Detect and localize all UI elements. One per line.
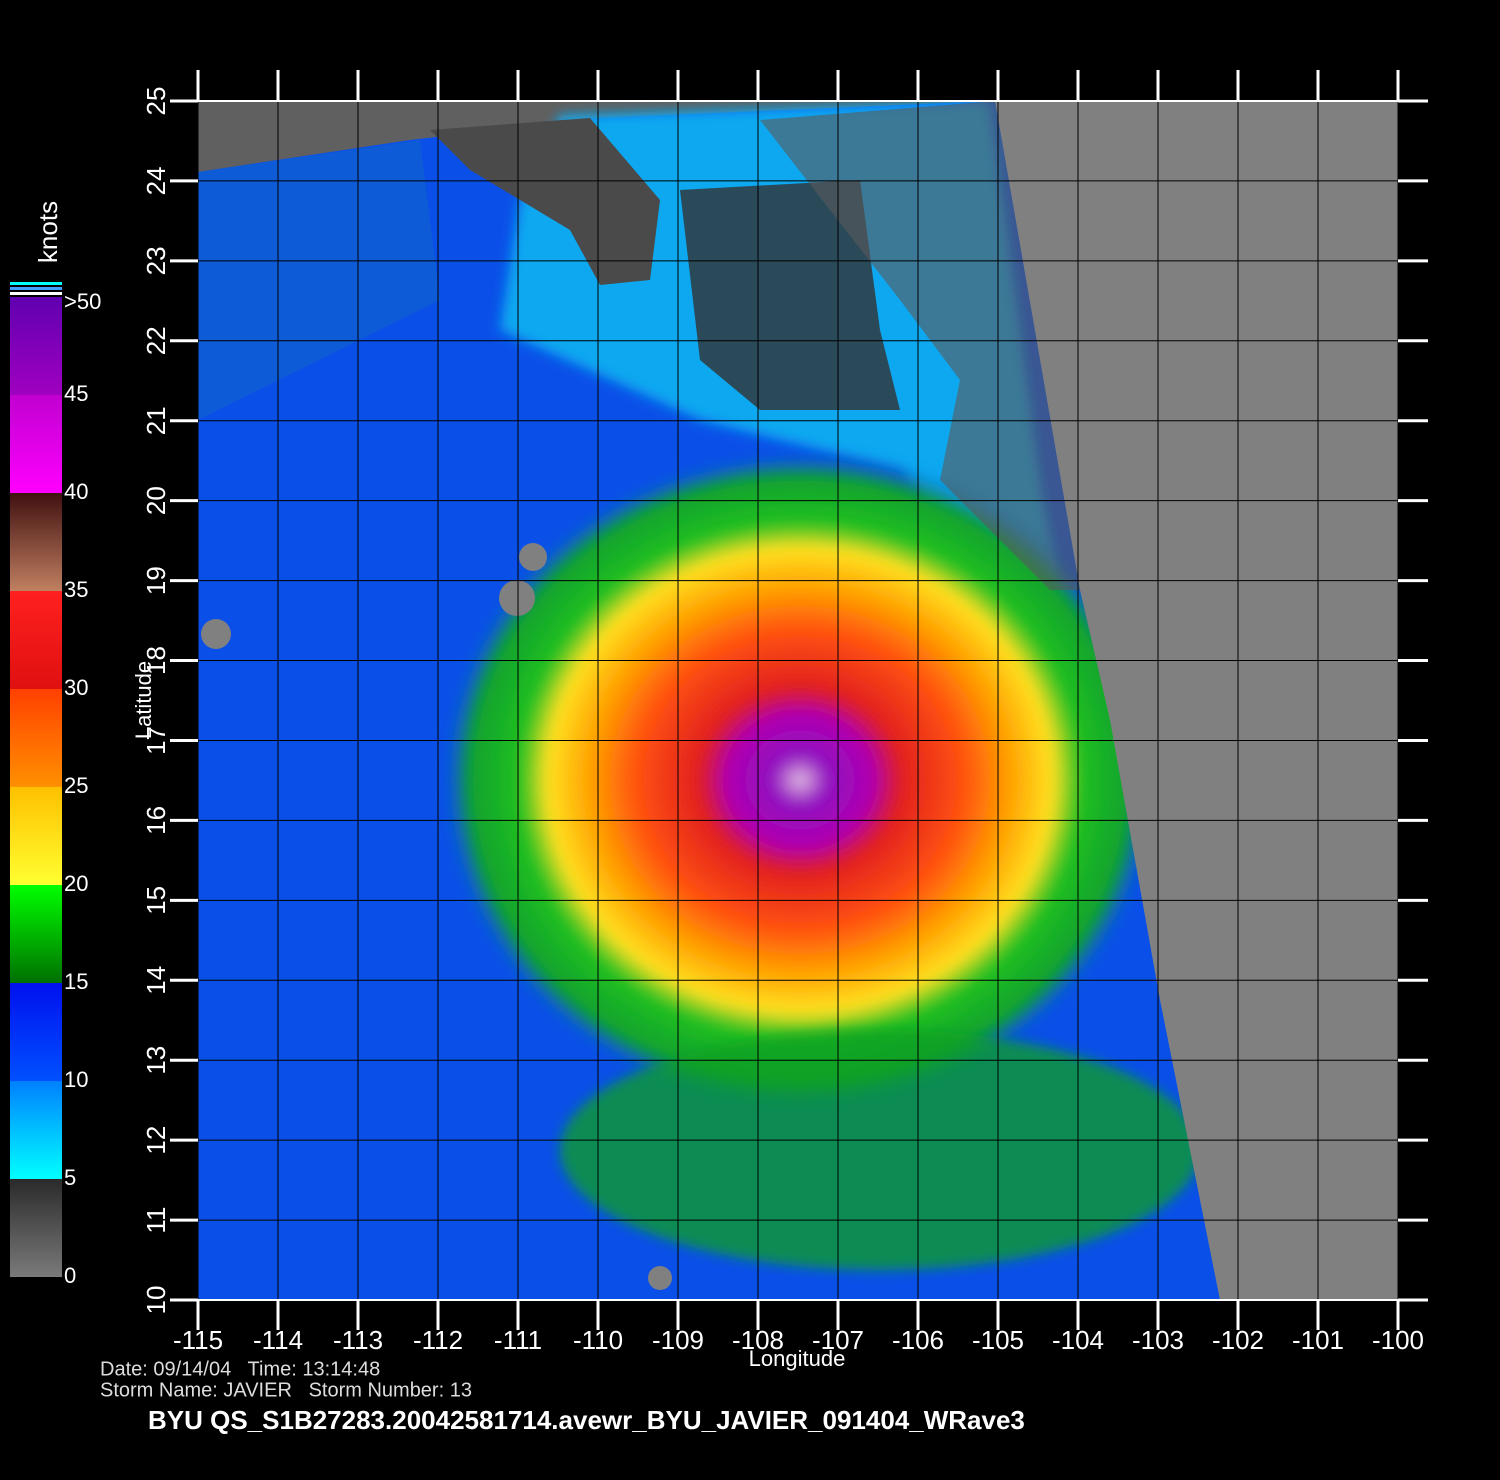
x-tick-label: -107 [812,1325,864,1355]
x-tick-label: -108 [732,1325,784,1355]
wind-image [198,101,1398,1300]
y-tick-label: 24 [141,166,171,195]
x-tick-label: -101 [1292,1325,1344,1355]
colorbar-label: 0 [64,1263,76,1288]
footer-date: Date: 09/14/04 Time: 13:14:48 [100,1358,380,1380]
x-tick-label: -114 [253,1325,303,1355]
colorbar-label: 20 [64,871,88,896]
colorbar-cap [10,292,62,295]
colorbar-label: 25 [64,773,88,798]
x-tick-label: -106 [892,1325,944,1355]
x-tick-label: -100 [1372,1325,1424,1355]
colorbar [10,297,62,1277]
x-tick-label: -109 [652,1325,704,1355]
colorbar-cap [10,282,62,285]
y-tick-label: 13 [141,1046,171,1075]
x-axis-label: Longitude [749,1346,846,1371]
y-tick-label: 19 [141,566,171,595]
colorbar-label: 5 [64,1165,76,1190]
colorbar-cap [10,287,62,290]
colorbar-label: 35 [64,577,88,602]
y-tick-label: 18 [141,646,171,675]
colorbar-label: 10 [64,1067,88,1092]
y-tick-label: 10 [141,1286,171,1315]
x-tick-label: -103 [1132,1325,1184,1355]
x-tick-label: -104 [1052,1325,1104,1355]
y-axis-label: Latitude [131,661,156,739]
colorbar-label: 40 [64,479,88,504]
y-tick-label: 17 [141,726,171,755]
x-tick-label: -112 [413,1325,463,1355]
y-tick-label: 22 [141,326,171,355]
x-tick-label: -102 [1212,1325,1264,1355]
y-tick-label: 25 [141,87,171,116]
y-tick-label: 23 [141,246,171,275]
x-tick-label: -115 [173,1325,223,1355]
colorbar-label: >50 [64,289,101,314]
y-tick-label: 11 [141,1207,171,1234]
colorbar-title: knots [33,201,63,263]
x-tick-label: -111 [494,1325,542,1355]
y-tick-label: 21 [141,406,171,435]
colorbar-label: 15 [64,969,88,994]
x-tick-label: -110 [573,1325,623,1355]
y-tick-label: 20 [141,486,171,515]
colorbar-label: 30 [64,675,88,700]
x-tick-label: -113 [333,1325,383,1355]
footer-storm: Storm Name: JAVIER Storm Number: 13 [100,1379,472,1401]
y-tick-label: 14 [141,966,171,995]
footer-file: BYU QS_S1B27283.20042581714.avewr_BYU_JA… [148,1405,1025,1435]
y-tick-label: 16 [141,806,171,835]
x-tick-label: -105 [972,1325,1024,1355]
colorbar-label: 45 [64,381,88,406]
y-tick-label: 12 [141,1126,171,1155]
y-tick-label: 15 [141,886,171,915]
